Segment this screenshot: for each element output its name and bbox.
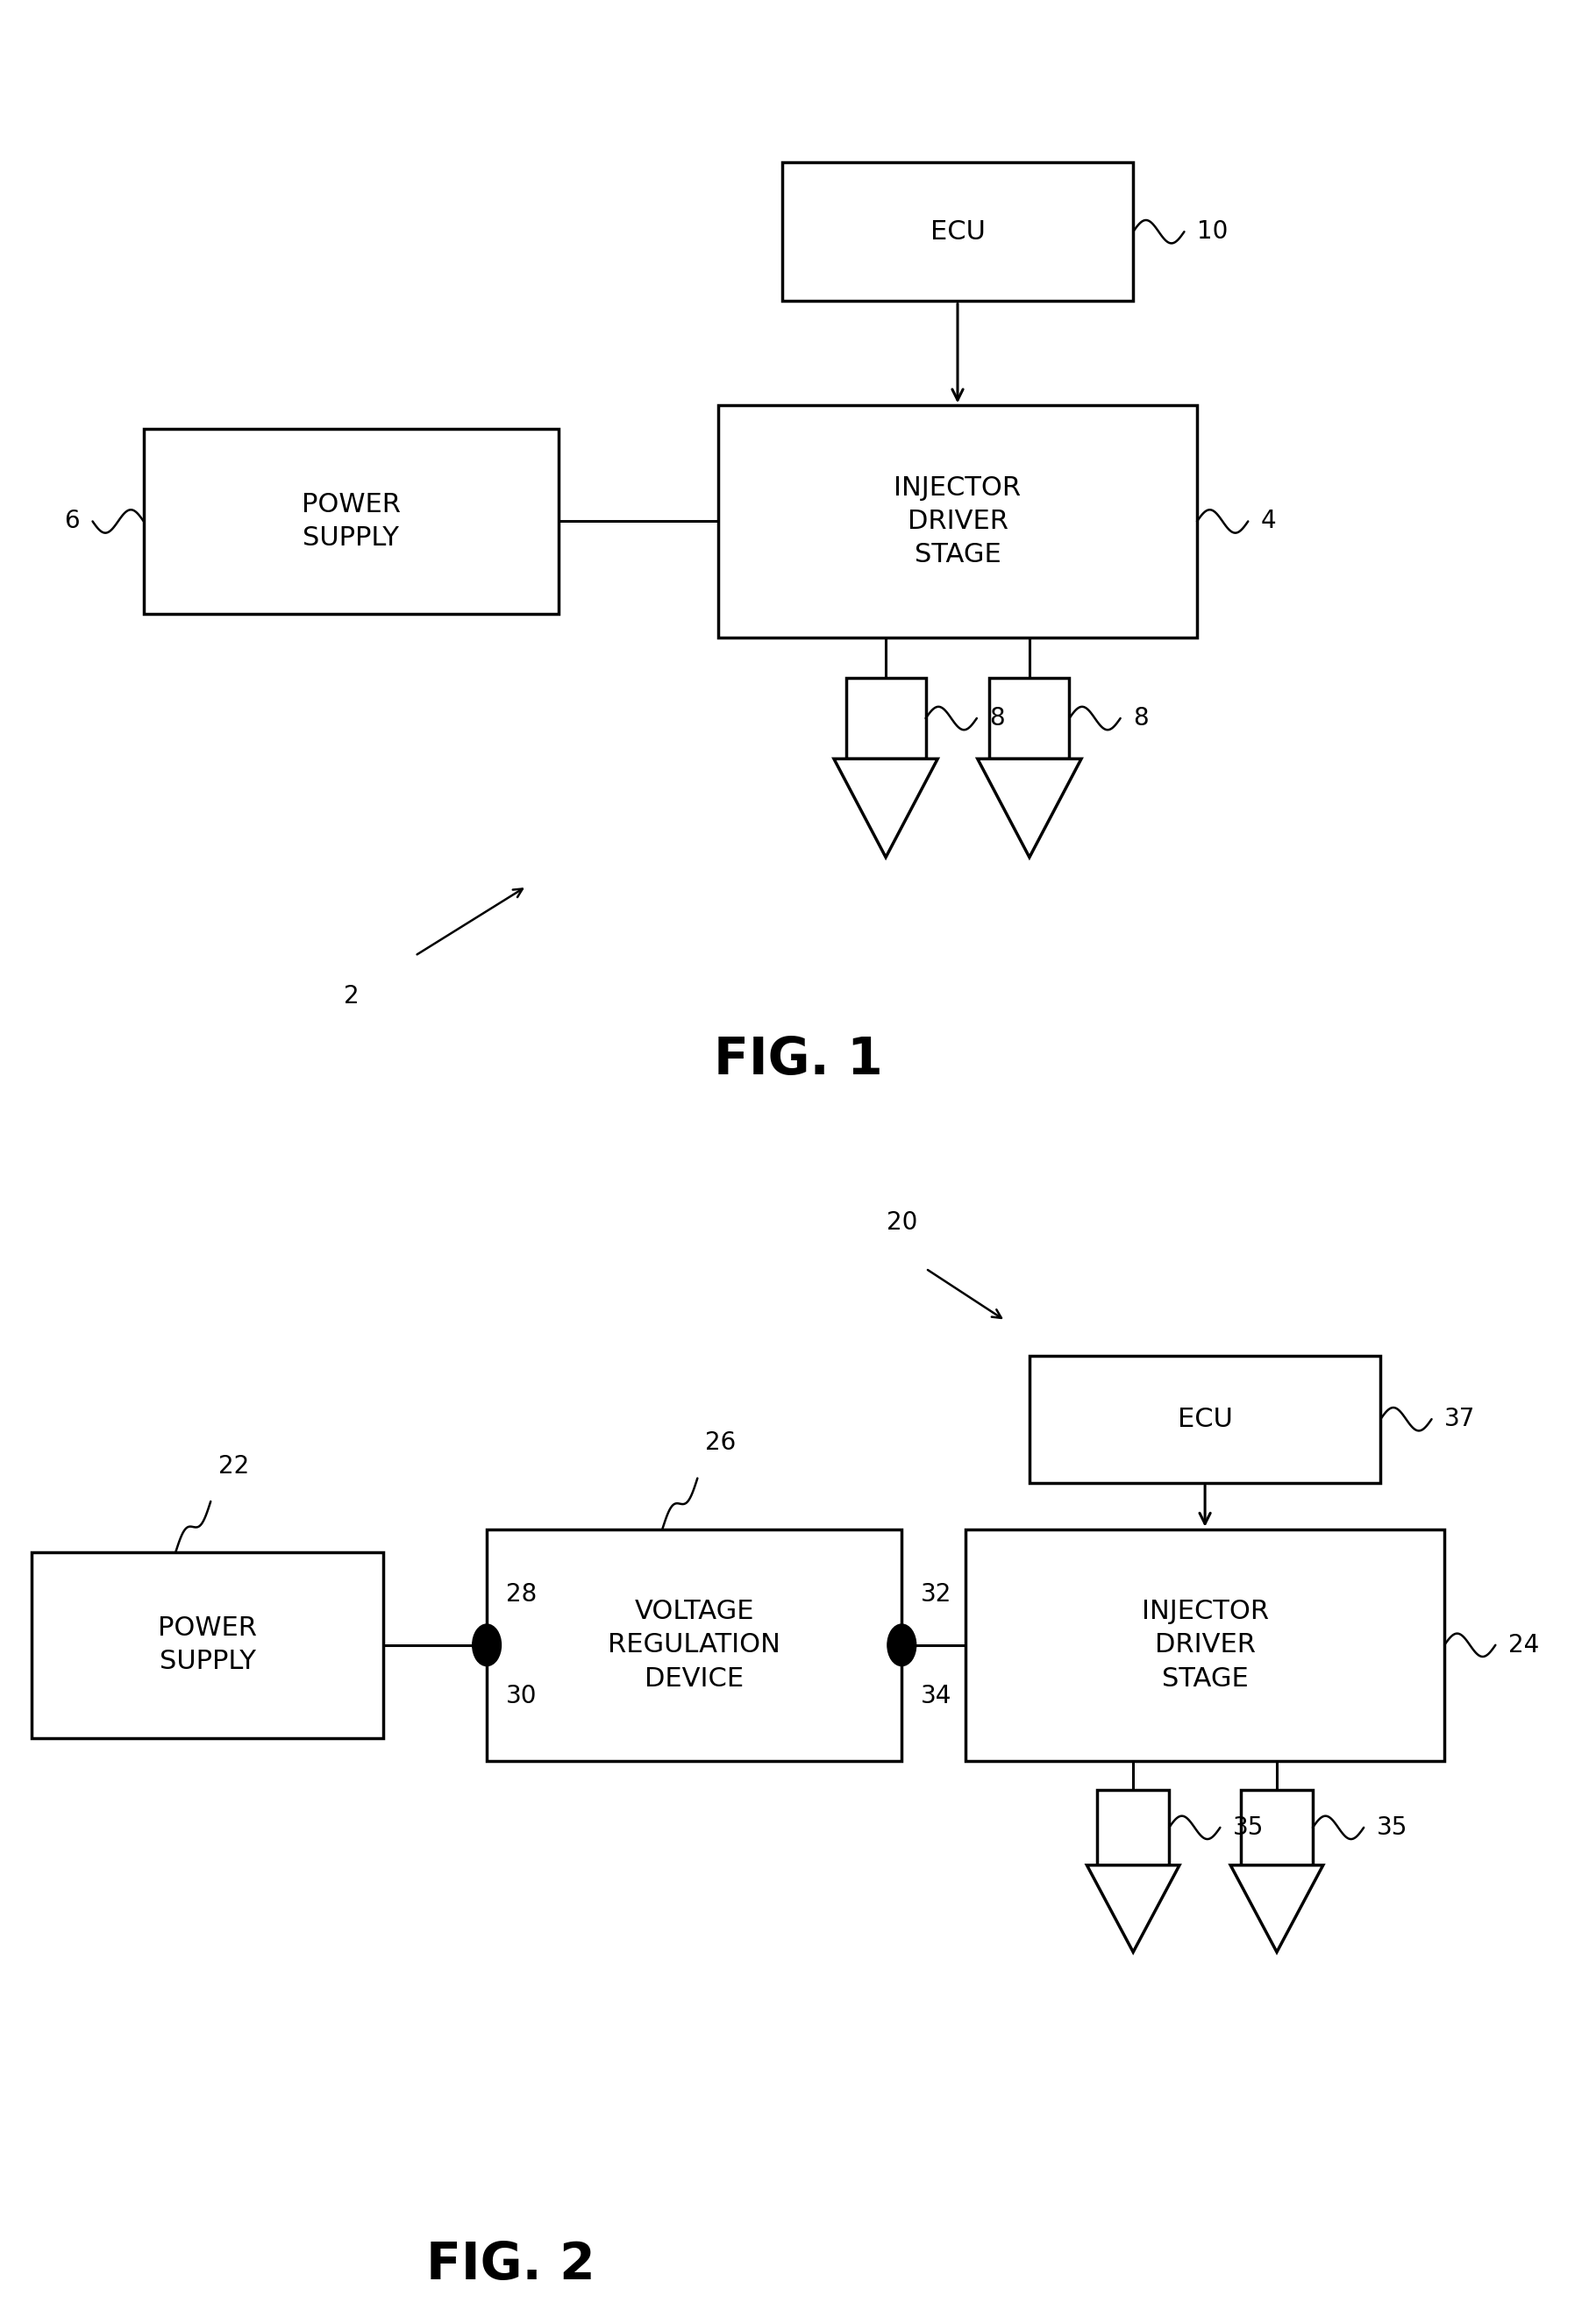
Polygon shape: [1087, 1865, 1179, 1951]
FancyBboxPatch shape: [966, 1529, 1444, 1761]
Text: 26: 26: [705, 1430, 736, 1455]
Text: POWER
SUPPLY: POWER SUPPLY: [302, 491, 401, 551]
FancyBboxPatch shape: [32, 1552, 383, 1738]
FancyBboxPatch shape: [1098, 1789, 1168, 1865]
Text: 37: 37: [1444, 1406, 1475, 1432]
Text: 2: 2: [343, 985, 359, 1008]
FancyBboxPatch shape: [718, 405, 1197, 637]
Text: 28: 28: [506, 1583, 536, 1606]
Text: 8: 8: [990, 707, 1005, 730]
FancyBboxPatch shape: [1029, 1355, 1381, 1483]
FancyBboxPatch shape: [990, 677, 1069, 760]
Text: 22: 22: [219, 1453, 249, 1478]
Polygon shape: [835, 760, 938, 857]
Text: 20: 20: [886, 1209, 918, 1235]
Text: POWER
SUPPLY: POWER SUPPLY: [158, 1615, 257, 1675]
FancyBboxPatch shape: [144, 429, 559, 614]
Text: 4: 4: [1261, 510, 1277, 533]
Text: 30: 30: [506, 1684, 538, 1708]
Text: INJECTOR
DRIVER
STAGE: INJECTOR DRIVER STAGE: [894, 475, 1021, 568]
Text: INJECTOR
DRIVER
STAGE: INJECTOR DRIVER STAGE: [1141, 1599, 1269, 1691]
Text: 35: 35: [1234, 1814, 1264, 1840]
Text: ECU: ECU: [1178, 1406, 1232, 1432]
Polygon shape: [977, 760, 1082, 857]
Text: 32: 32: [921, 1583, 951, 1606]
Text: ECU: ECU: [930, 220, 985, 243]
Text: 24: 24: [1508, 1633, 1539, 1657]
Text: 35: 35: [1376, 1814, 1408, 1840]
Text: 6: 6: [64, 510, 80, 533]
FancyBboxPatch shape: [782, 162, 1133, 301]
Circle shape: [887, 1624, 916, 1666]
FancyBboxPatch shape: [487, 1529, 902, 1761]
FancyBboxPatch shape: [1242, 1789, 1314, 1865]
FancyBboxPatch shape: [846, 677, 926, 760]
Polygon shape: [1231, 1865, 1323, 1951]
Text: FIG. 1: FIG. 1: [713, 1036, 883, 1084]
Text: FIG. 2: FIG. 2: [426, 2241, 595, 2289]
Text: 34: 34: [921, 1684, 951, 1708]
Text: 8: 8: [1133, 707, 1149, 730]
Circle shape: [472, 1624, 501, 1666]
Text: 10: 10: [1197, 220, 1227, 243]
Text: VOLTAGE
REGULATION
DEVICE: VOLTAGE REGULATION DEVICE: [608, 1599, 780, 1691]
